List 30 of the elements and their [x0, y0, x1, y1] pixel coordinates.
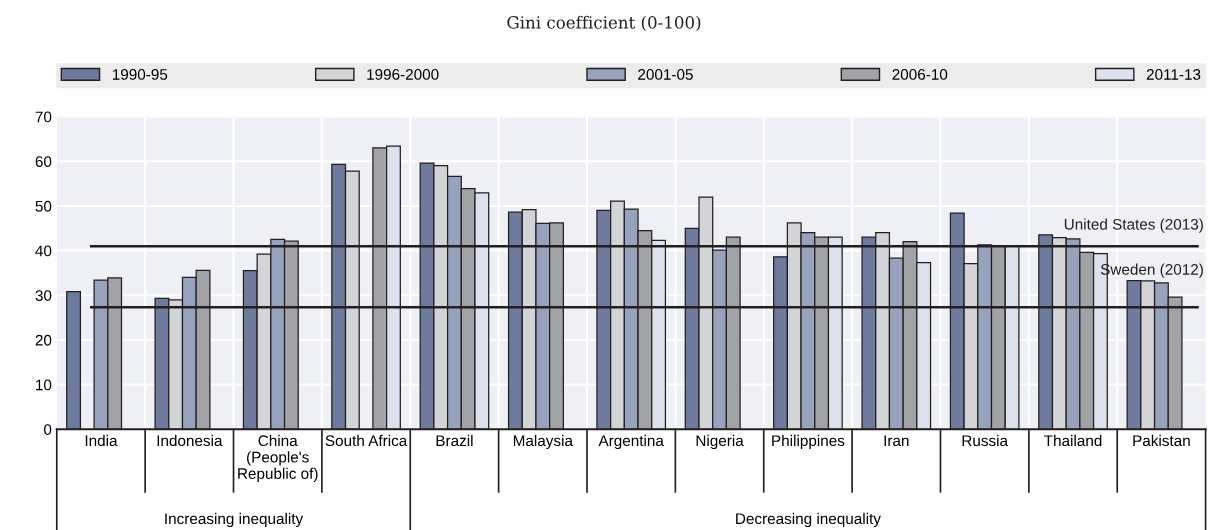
- y-tick-label: 10: [36, 379, 52, 391]
- x-tick-label: Thailand: [1044, 434, 1102, 447]
- x-tick-label: South Africa: [325, 434, 408, 447]
- legend-label: 2001-05: [638, 69, 693, 80]
- legend-label: 1996-2000: [367, 69, 439, 80]
- y-tick-label: 60: [35, 156, 52, 167]
- legend-label: 1990-95: [112, 69, 168, 80]
- x-tick-label: India: [85, 434, 118, 447]
- x-tick-label: Nigeria: [696, 434, 744, 450]
- text: Increasing inequality: [165, 512, 304, 528]
- y-tick-label: 30: [35, 290, 52, 301]
- y-tick-label: 0: [44, 424, 52, 435]
- x-tick-label: Pakistan: [1133, 434, 1190, 447]
- x-tick-label: Brazil: [436, 434, 473, 447]
- x-tick-label: Philippines: [772, 434, 845, 450]
- y-tick-label: 20: [35, 334, 52, 346]
- text: Decreasing inequality: [736, 512, 881, 528]
- x-tick-label: Iran: [884, 435, 909, 447]
- chart-subtitle: Gini coefficient (0-100): [507, 15, 701, 32]
- x-tick-label: Indonesia: [157, 434, 223, 447]
- x-tick-label: Argentina: [598, 434, 664, 450]
- legend-label: 2011-13: [1146, 69, 1201, 80]
- y-tick-label: 40: [35, 245, 52, 257]
- y-tick-label: 70: [35, 111, 52, 123]
- x-tick-label: Malaysia: [513, 434, 573, 450]
- y-tick-label: 50: [35, 200, 52, 212]
- ref-line-label: United States (2013): [1064, 218, 1203, 233]
- legend-label: 2006-10: [892, 69, 948, 80]
- x-tick-label: China (People's Republic of): [238, 434, 318, 483]
- x-tick-label: Russia: [962, 434, 1009, 447]
